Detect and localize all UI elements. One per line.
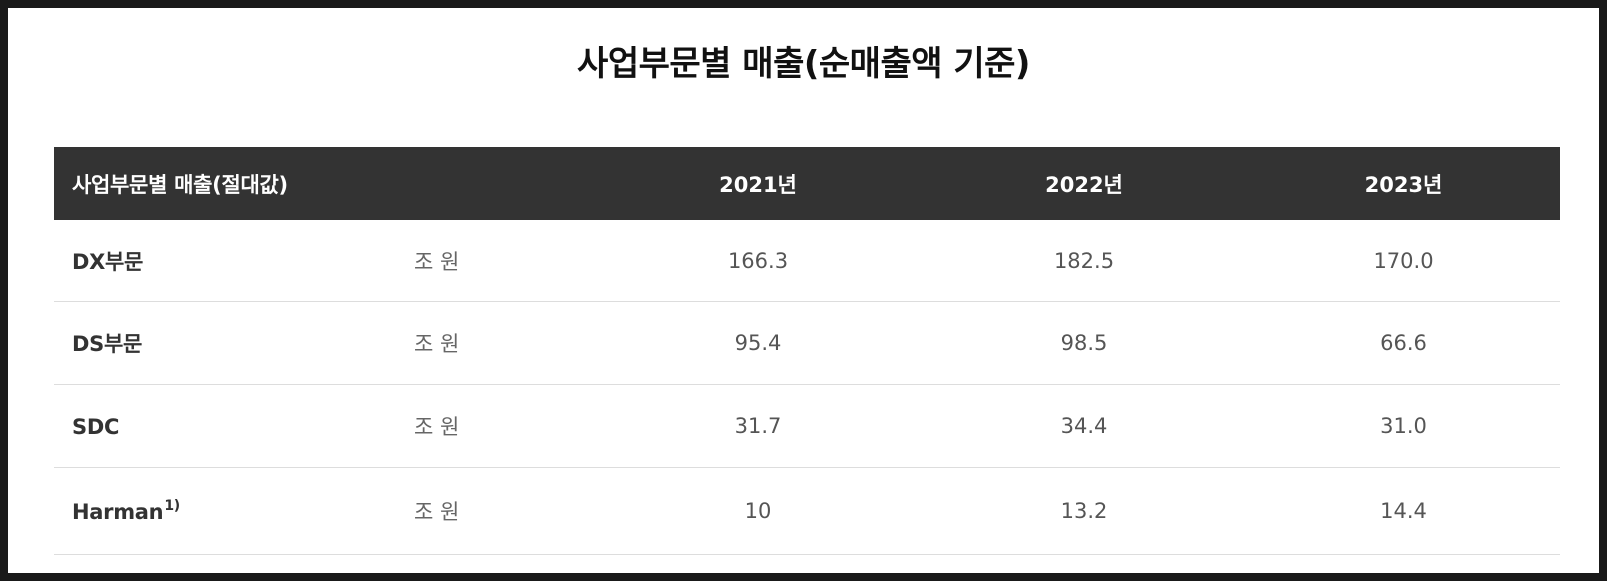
- cell-2023: 170.0: [1373, 248, 1434, 273]
- cell-2022: 182.5: [1053, 248, 1115, 273]
- cell-2021: 95.4: [734, 331, 782, 355]
- table-row: DS부문 조 원 95.4 98.5 66.6: [54, 302, 1560, 385]
- cell-2021: 10: [744, 499, 772, 523]
- cell-2022: 98.5: [1060, 331, 1108, 355]
- table-header: 사업부문별 매출(절대값) 2021년 2022년 2023년: [54, 147, 1560, 220]
- cell-2021: 166.3: [727, 248, 789, 273]
- table-row: Harman1) 조 원 10 13.2 14.4: [54, 468, 1560, 555]
- row-label: DX부문: [72, 249, 144, 274]
- cell-2023: 31.0: [1380, 414, 1427, 438]
- table-row: SDC 조 원 31.7 34.4 31.0: [54, 385, 1560, 468]
- header-label: 사업부문별 매출(절대값): [72, 172, 288, 197]
- cell-2022: 13.2: [1060, 499, 1108, 523]
- row-unit: 조 원: [414, 415, 460, 439]
- row-label: SDC: [72, 415, 120, 439]
- header-year-2022: 2022년: [1045, 172, 1123, 197]
- row-label: Harman1): [72, 498, 180, 524]
- header-year-2021: 2021년: [719, 172, 797, 197]
- table-row: DX부문 조 원 166.3 182.5 170.0: [54, 220, 1560, 302]
- cell-2021: 31.7: [734, 414, 782, 438]
- page-title: 사업부문별 매출(순매출액 기준): [577, 44, 1030, 84]
- revenue-table: 사업부문별 매출(절대값) 2021년 2022년 2023년 DX부문 조 원…: [54, 147, 1560, 555]
- row-label: DS부문: [72, 332, 142, 356]
- cell-2023: 14.4: [1380, 499, 1427, 523]
- row-unit: 조 원: [414, 500, 460, 524]
- header-year-2023: 2023년: [1364, 172, 1443, 197]
- cell-2022: 34.4: [1060, 414, 1108, 438]
- row-unit: 조 원: [414, 249, 460, 274]
- cell-2023: 66.6: [1380, 331, 1427, 355]
- row-unit: 조 원: [414, 332, 460, 356]
